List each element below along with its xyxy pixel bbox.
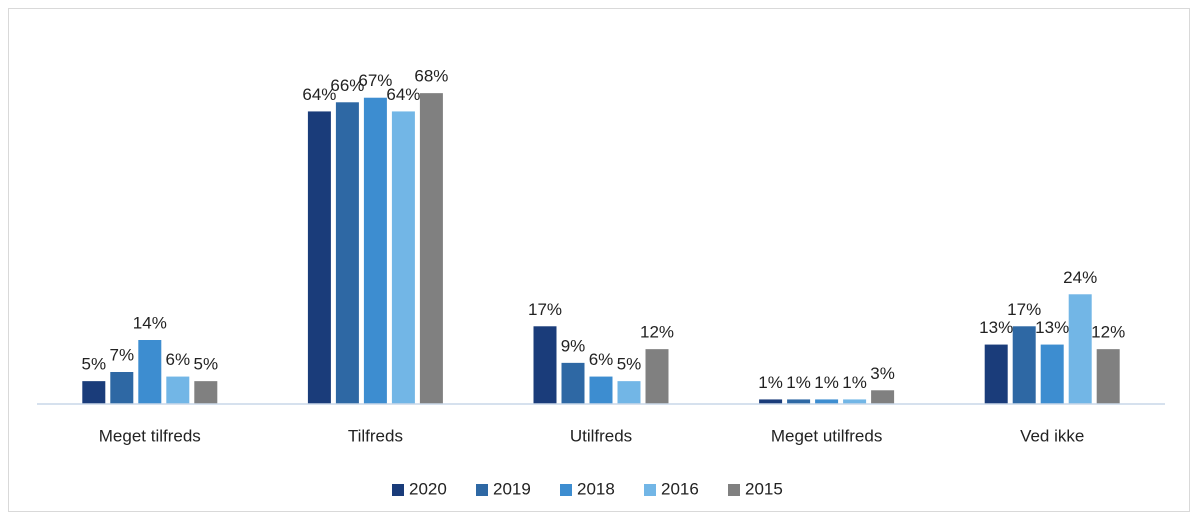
bar <box>1040 344 1064 404</box>
data-label: 1% <box>786 373 811 392</box>
data-label: 66% <box>330 76 364 95</box>
bar <box>787 399 811 404</box>
data-label: 67% <box>358 71 392 90</box>
data-label: 7% <box>110 345 135 364</box>
bar <box>307 111 331 404</box>
x-tick-label: Meget tilfreds <box>99 426 201 445</box>
data-label: 6% <box>589 350 614 369</box>
bar <box>363 97 387 404</box>
legend-label: 2018 <box>577 479 615 498</box>
bar <box>194 381 218 404</box>
data-label: 24% <box>1063 268 1097 287</box>
legend-swatch <box>560 484 572 496</box>
data-label: 1% <box>758 373 783 392</box>
data-label: 17% <box>1007 300 1041 319</box>
legend-swatch <box>644 484 656 496</box>
bar <box>759 399 783 404</box>
bar <box>617 381 641 404</box>
legend-label: 2016 <box>661 479 699 498</box>
x-tick-label: Utilfreds <box>570 426 632 445</box>
data-label: 64% <box>386 85 420 104</box>
x-tick-label: Meget utilfreds <box>771 426 883 445</box>
bar <box>984 344 1008 404</box>
legend-label: 2019 <box>493 479 531 498</box>
data-label: 1% <box>842 373 867 392</box>
data-label: 17% <box>528 300 562 319</box>
bar <box>589 376 613 404</box>
data-label: 12% <box>1091 323 1125 342</box>
x-tick-label: Ved ikke <box>1020 426 1084 445</box>
bar <box>110 372 134 404</box>
bar <box>419 93 443 405</box>
x-tick-label: Tilfreds <box>348 426 403 445</box>
bar <box>1096 349 1120 404</box>
legend-label: 2015 <box>745 479 783 498</box>
bar <box>843 399 867 404</box>
data-label: 13% <box>1035 318 1069 337</box>
data-label: 6% <box>166 350 191 369</box>
bar <box>1068 294 1092 404</box>
data-label: 12% <box>640 323 674 342</box>
bar <box>871 390 895 404</box>
data-label: 3% <box>870 364 895 383</box>
bar <box>82 381 106 404</box>
bar <box>645 349 669 404</box>
data-label: 9% <box>561 336 586 355</box>
bar <box>1012 326 1036 404</box>
legend-swatch <box>728 484 740 496</box>
bar <box>138 340 162 404</box>
bar <box>561 362 585 404</box>
bar <box>391 111 415 404</box>
bar <box>166 376 190 404</box>
data-label: 14% <box>133 313 167 332</box>
data-label: 1% <box>814 373 839 392</box>
data-label: 5% <box>82 355 107 374</box>
bar <box>335 102 359 405</box>
legend-label: 2020 <box>409 479 447 498</box>
data-label: 68% <box>414 67 448 86</box>
data-label: 13% <box>979 318 1013 337</box>
data-label: 64% <box>302 85 336 104</box>
data-label: 5% <box>617 355 642 374</box>
data-label: 5% <box>194 355 219 374</box>
legend-swatch <box>392 484 404 496</box>
legend-swatch <box>476 484 488 496</box>
chart-frame <box>8 8 1190 512</box>
bar <box>815 399 839 404</box>
bar <box>533 326 557 404</box>
